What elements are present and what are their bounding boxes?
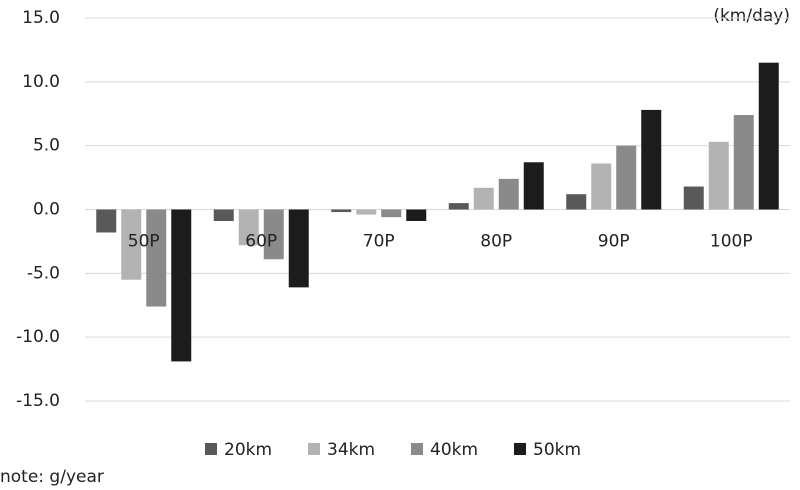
bar [238,209,259,246]
bar [591,163,612,210]
legend-swatch [205,443,217,455]
bar [566,194,587,210]
y-tick-label: 0.0 [33,200,60,220]
legend-swatch [308,443,320,455]
bar [356,209,377,215]
x-tick-label: 60P [245,232,277,252]
x-tick-label: 100P [710,232,753,252]
legend-swatch [411,443,423,455]
bar [288,209,309,288]
x-tick-label: 70P [363,232,395,252]
legend-swatch [514,443,526,455]
legend-label: 40km [430,440,478,460]
bar [708,141,729,210]
bar [171,209,192,362]
note: note: g/year [0,467,104,487]
bar [473,187,494,210]
bar [641,109,662,210]
bar [331,209,352,213]
bar [683,186,704,210]
x-tick-label: 50P [128,232,160,252]
y-tick-label: 15.0 [22,8,60,28]
bar [733,115,754,210]
x-tick-label: 80P [480,232,512,252]
bar [121,209,142,280]
bar [96,209,117,233]
bar [616,145,637,210]
bar [498,178,519,210]
bar [406,209,427,221]
unit-label: (km/day) [713,6,790,26]
legend-label: 50km [533,440,581,460]
bar [213,209,234,221]
bar [448,203,469,210]
bar [263,209,284,260]
legend-label: 20km [224,440,272,460]
y-tick-label: -10.0 [16,327,60,347]
legend-label: 34km [327,440,375,460]
y-tick-label: 10.0 [22,72,60,92]
bar [381,209,402,218]
bar [758,62,779,210]
bar [146,209,167,307]
y-tick-label: 5.0 [33,136,60,156]
bar [523,162,544,210]
y-tick-label: -15.0 [16,391,60,411]
y-tick-label: -5.0 [27,263,60,283]
x-tick-label: 90P [598,232,630,252]
